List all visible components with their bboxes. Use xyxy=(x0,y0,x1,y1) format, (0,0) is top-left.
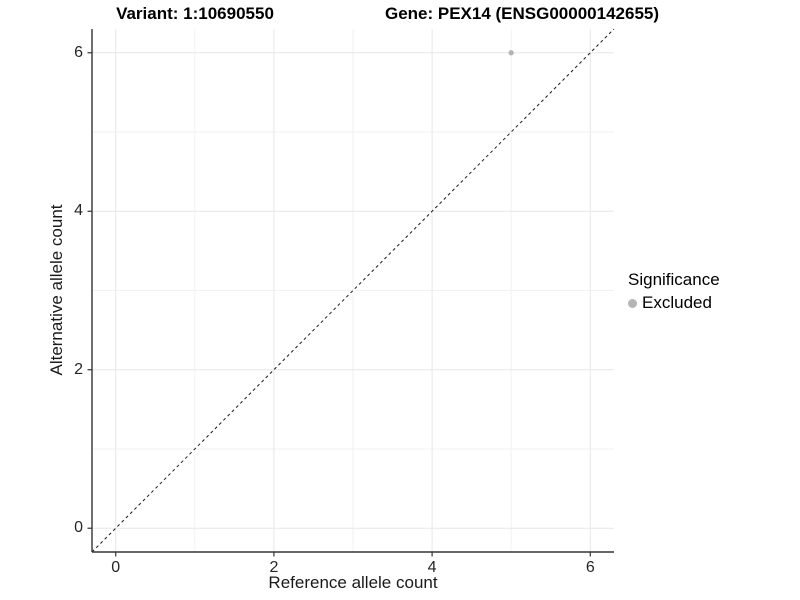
legend: Significance Excluded xyxy=(628,270,720,313)
data-point xyxy=(508,50,514,56)
x-tick-label: 0 xyxy=(111,559,121,576)
y-tick-label: 0 xyxy=(74,519,83,537)
excluded-point-icon xyxy=(628,298,637,308)
legend-title: Significance xyxy=(628,270,720,289)
gene-title: Gene: PEX14 (ENSG00000142655) xyxy=(384,4,660,23)
y-tick-label: 4 xyxy=(74,202,83,220)
x-tick-label: 4 xyxy=(427,559,437,576)
x-tick-label: 6 xyxy=(585,559,595,576)
y-tick-label: 6 xyxy=(74,43,83,61)
x-tick-label: 2 xyxy=(269,559,279,576)
legend-entry-excluded: Excluded xyxy=(628,293,720,313)
y-axis-title: Alternative allele count xyxy=(47,204,66,376)
y-tick-label: 2 xyxy=(74,360,83,378)
x-axis-title: Reference allele count xyxy=(268,573,438,592)
variant-title: Variant: 1:10690550 xyxy=(116,4,274,23)
legend-entry-label: Excluded xyxy=(642,293,712,312)
